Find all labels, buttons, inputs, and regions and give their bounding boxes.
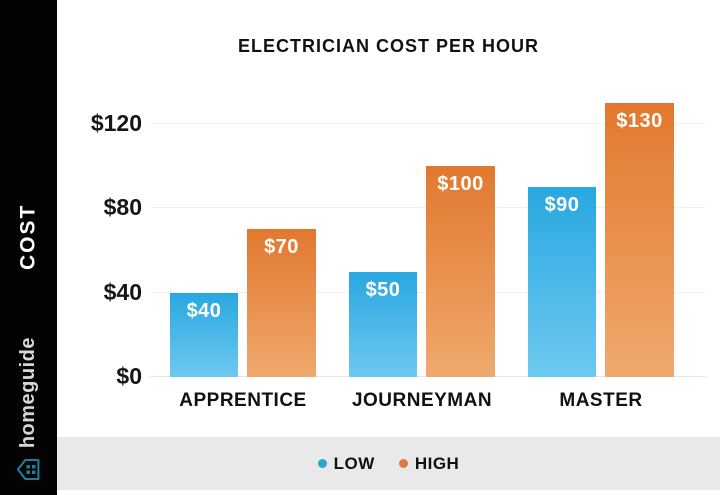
brand-block: homeguide — [0, 337, 57, 483]
y-axis-tick-label: $40 — [103, 278, 142, 305]
low-legend-dot-icon — [317, 459, 327, 468]
bar-value-label: $100 — [437, 173, 484, 195]
y-axis-tick-label: $0 — [116, 363, 142, 389]
x-axis-label-apprentice: APPRENTICE — [179, 390, 307, 411]
legend: LOW HIGH — [57, 437, 720, 490]
legend-item-high: HIGH — [398, 453, 460, 474]
legend-item-low: LOW — [317, 453, 375, 474]
high-legend-dot-icon — [398, 459, 408, 468]
x-axis-label-master: MASTER — [559, 390, 643, 411]
legend-label-low: LOW — [333, 453, 375, 473]
bar-value-label: $70 — [264, 236, 299, 258]
bar-high-master: $130 — [605, 103, 674, 377]
legend-label-high: HIGH — [414, 453, 460, 473]
x-axis: APPRENTICE JOURNEYMAN MASTER — [150, 390, 706, 420]
x-axis-label-journeyman: JOURNEYMAN — [351, 390, 493, 411]
bar-high-apprentice: $70 — [247, 229, 316, 377]
bar-low-apprentice: $40 — [170, 293, 238, 377]
bar-high-journeyman: $100 — [426, 166, 495, 377]
bar-value-label: $130 — [616, 110, 663, 132]
bar-value-label: $50 — [365, 279, 401, 301]
y-axis-tick-label: $80 — [103, 194, 142, 221]
bar-low-master: $90 — [528, 187, 596, 377]
cost-sidebar: COST homeguide — [0, 0, 57, 495]
house-logo-icon — [16, 459, 40, 480]
bar-low-journeyman: $50 — [349, 272, 417, 377]
y-axis-tick-label: $120 — [90, 110, 142, 137]
brand-name: homeguide — [17, 336, 39, 448]
plot-area: $0 $40 $80 $120 $40 $70 $50 $100 $90 $130 — [91, 90, 706, 389]
grid-line — [150, 123, 706, 125]
chart-title: ELECTRICIAN COST PER HOUR — [237, 36, 539, 56]
bar-value-label: $40 — [186, 300, 222, 322]
chart-area: ELECTRICIAN COST PER HOUR $0 $40 $80 $120 $4… — [57, 0, 720, 495]
y-axis-title: COST — [16, 203, 40, 271]
bar-value-label: $90 — [544, 194, 580, 216]
